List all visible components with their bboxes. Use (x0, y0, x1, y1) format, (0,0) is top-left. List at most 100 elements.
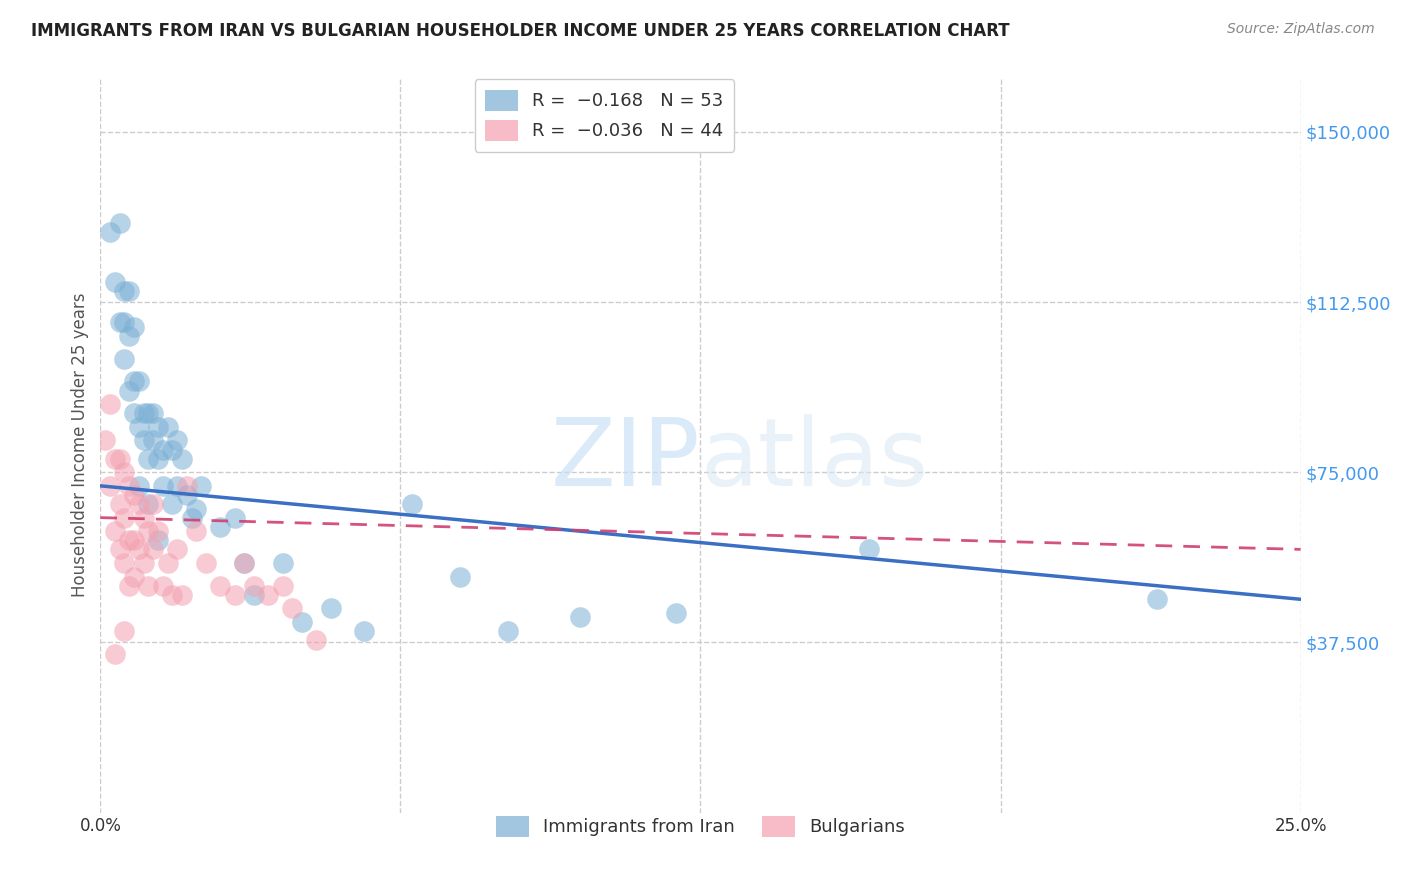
Point (162, 442, 184, 457)
Point (118, 533, 141, 548)
Point (166, 434, 188, 448)
Point (112, 351, 135, 366)
Point (108, 542, 131, 557)
Point (128, 375, 150, 389)
Point (138, 524, 160, 539)
Point (353, 624, 375, 638)
Point (122, 406, 145, 420)
Point (152, 442, 174, 457)
Point (291, 615, 314, 629)
Point (112, 316, 135, 330)
Point (146, 451, 169, 466)
Point (569, 610, 592, 624)
Text: ZIP: ZIP (551, 414, 700, 506)
Point (190, 479, 212, 493)
Point (186, 524, 208, 539)
Point (138, 406, 160, 420)
Point (209, 579, 232, 593)
Point (162, 588, 184, 602)
Y-axis label: Householder Income Under 25 years: Householder Income Under 25 years (72, 293, 89, 598)
Point (401, 497, 423, 511)
Point (94, 434, 117, 448)
Point (128, 497, 150, 511)
Point (233, 556, 256, 570)
Point (162, 497, 184, 511)
Point (176, 479, 198, 493)
Point (122, 533, 145, 548)
Point (138, 451, 160, 466)
Point (118, 384, 141, 398)
Point (104, 647, 127, 661)
Point (1146, 592, 1168, 607)
Point (132, 434, 155, 448)
Point (319, 601, 342, 615)
Point (122, 488, 145, 502)
Point (156, 420, 179, 434)
Point (108, 451, 131, 466)
Point (665, 606, 688, 620)
Point (112, 284, 135, 298)
Point (858, 542, 880, 557)
Point (146, 420, 169, 434)
Point (118, 579, 141, 593)
Legend: Immigrants from Iran, Bulgarians: Immigrants from Iran, Bulgarians (489, 809, 912, 844)
Point (243, 588, 266, 602)
Point (122, 569, 145, 583)
Point (98, 479, 121, 493)
Point (146, 524, 169, 539)
Point (142, 542, 165, 557)
Point (142, 434, 165, 448)
Point (112, 624, 135, 638)
Point (142, 497, 165, 511)
Point (257, 588, 280, 602)
Point (122, 320, 145, 334)
Point (166, 542, 188, 557)
Text: Source: ZipAtlas.com: Source: ZipAtlas.com (1227, 22, 1375, 37)
Point (112, 556, 135, 570)
Point (104, 275, 127, 289)
Point (281, 601, 304, 615)
Point (186, 501, 208, 516)
Point (176, 488, 198, 502)
Point (224, 510, 246, 524)
Point (170, 588, 193, 602)
Point (138, 497, 160, 511)
Point (108, 216, 131, 230)
Point (224, 588, 246, 602)
Point (112, 510, 135, 524)
Point (128, 542, 150, 557)
Point (146, 533, 169, 548)
Point (128, 479, 150, 493)
Point (194, 556, 217, 570)
Point (128, 420, 150, 434)
Point (243, 579, 266, 593)
Point (138, 579, 160, 593)
Point (112, 465, 135, 479)
Point (305, 633, 328, 648)
Point (118, 329, 141, 343)
Point (271, 556, 294, 570)
Point (118, 284, 141, 298)
Point (156, 556, 179, 570)
Point (132, 406, 155, 420)
Point (122, 375, 145, 389)
Point (132, 556, 155, 570)
Point (152, 579, 174, 593)
Point (152, 479, 174, 493)
Point (108, 316, 131, 330)
Point (233, 556, 256, 570)
Point (449, 569, 471, 583)
Point (98, 397, 121, 411)
Point (142, 406, 165, 420)
Point (98, 225, 121, 239)
Point (498, 624, 520, 638)
Point (180, 510, 202, 524)
Text: IMMIGRANTS FROM IRAN VS BULGARIAN HOUSEHOLDER INCOME UNDER 25 YEARS CORRELATION : IMMIGRANTS FROM IRAN VS BULGARIAN HOUSEH… (31, 22, 1010, 40)
Point (170, 451, 193, 466)
Point (132, 510, 155, 524)
Point (104, 451, 127, 466)
Point (118, 479, 141, 493)
Point (104, 524, 127, 539)
Text: atlas: atlas (700, 414, 929, 506)
Point (271, 579, 294, 593)
